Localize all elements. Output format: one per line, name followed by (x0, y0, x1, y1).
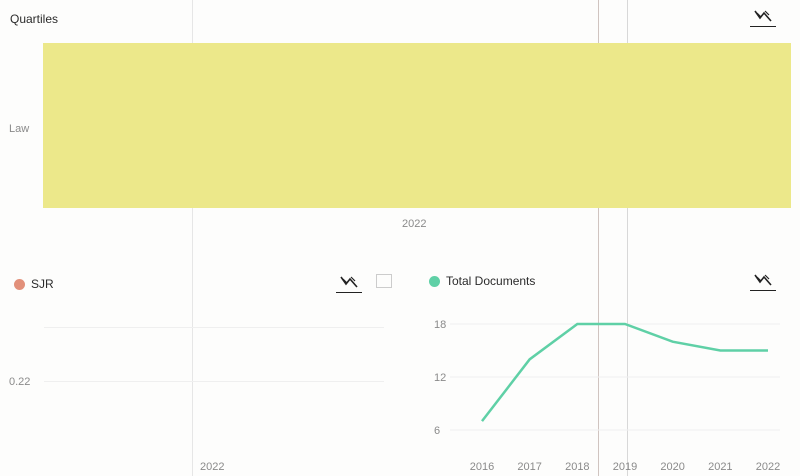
sjr-view-toggle-icon[interactable] (336, 272, 362, 293)
documents-plot: 18 12 6 2016 2017 2018 2019 2020 2021 2022 (434, 319, 780, 473)
guide-line (192, 0, 193, 476)
documents-x-tick: 2017 (517, 461, 541, 473)
guide-line (627, 0, 628, 476)
documents-x-tick: 2018 (565, 461, 589, 473)
documents-view-toggle-icon[interactable] (750, 270, 776, 291)
sjr-legend: SJR (14, 277, 54, 291)
documents-x-tick: 2020 (660, 461, 684, 473)
documents-y-tick: 18 (434, 319, 446, 331)
sjr-y-tick: 0.22 (9, 376, 31, 388)
chart-view-toggle-icon[interactable] (750, 6, 776, 27)
documents-y-tick: 6 (434, 425, 440, 437)
quartile-category-label: Law (9, 123, 30, 135)
documents-legend-label: Total Documents (446, 274, 536, 288)
guide-line (598, 0, 599, 476)
sjr-gridline (44, 327, 384, 328)
documents-series-line (481, 322, 768, 422)
documents-y-tick: 12 (434, 372, 446, 384)
quartiles-title: Quartiles (10, 12, 59, 26)
documents-x-tick: 2019 (613, 461, 637, 473)
quartile-x-tick: 2022 (402, 218, 427, 230)
quartile-bar (43, 43, 791, 208)
documents-x-tick: 2021 (708, 461, 732, 473)
sjr-gridline (44, 381, 384, 382)
sjr-legend-dot (14, 278, 25, 290)
sjr-legend-label: SJR (31, 277, 54, 291)
documents-legend: Total Documents (429, 274, 535, 288)
documents-x-tick: 2022 (756, 461, 780, 473)
documents-x-tick: 2016 (470, 461, 494, 473)
sjr-x-tick: 2022 (200, 461, 225, 473)
documents-legend-dot (429, 275, 440, 287)
sjr-table-icon[interactable] (376, 274, 392, 288)
